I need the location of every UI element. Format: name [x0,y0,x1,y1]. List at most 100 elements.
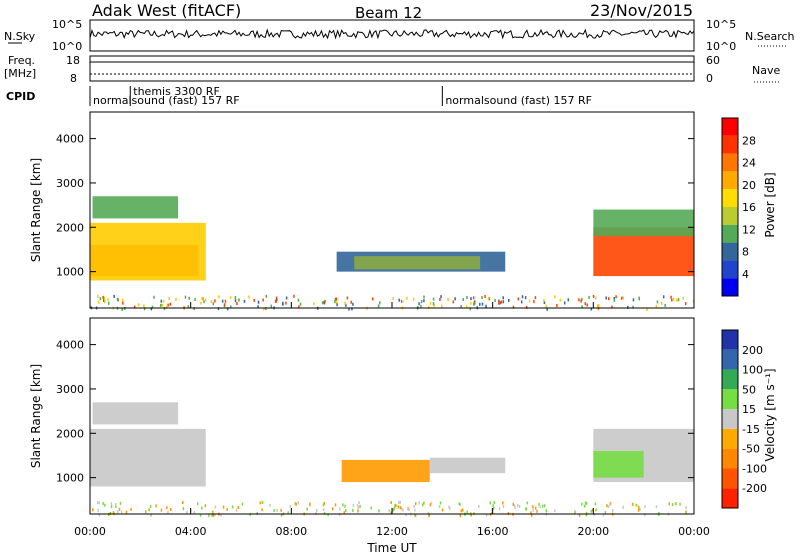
scatter-speckle [518,505,521,509]
scatter-speckle [398,501,400,505]
scatter-speckle [358,501,360,505]
scatter-region [92,402,179,425]
scatter-speckle [168,296,170,300]
scatter-speckle [676,298,678,302]
scatter-speckle [214,505,217,509]
scatter-speckle [613,298,616,302]
scatter-speckle [655,505,658,509]
scatter-speckle [502,300,505,304]
scatter-speckle [439,501,442,505]
scatter-speckle [473,302,476,306]
scatter-speckle [494,298,496,302]
scatter-speckle [229,296,232,300]
scatter-speckle [336,303,338,307]
scatter-speckle [430,501,433,505]
scatter-speckle [298,305,300,309]
scatter-speckle [113,294,115,298]
scatter-speckle [632,298,635,302]
colorbar-swatch [722,389,738,410]
scatter-speckle [352,503,355,507]
scatter-speckle [212,510,214,514]
scatter-speckle [181,501,184,505]
scatter-speckle [200,301,202,305]
scatter-speckle [554,509,556,513]
scatter-speckle [315,509,318,513]
scatter-speckle [137,303,140,307]
scatter-speckle [656,300,659,304]
scatter-region [92,196,179,219]
scatter-speckle [539,505,541,509]
scatter-speckle [472,296,475,300]
scatter-speckle [153,295,155,299]
scatter-speckle [421,503,424,507]
scatter-speckle [414,502,417,506]
scatter-speckle [580,299,582,303]
scatter-speckle [287,511,289,515]
scatter-speckle [122,301,124,305]
scatter-speckle [400,507,403,511]
power-ylabel: Slant Range [km] [29,158,43,262]
scatter-speckle [275,298,278,302]
scatter-speckle [345,303,347,307]
scatter-speckle [357,506,360,510]
nsearch-tick-top: 10^5 [706,18,736,31]
colorbar-tick-label: 24 [742,157,756,170]
colorbar-swatch [722,242,738,261]
colorbar-tick-label: -100 [742,462,767,475]
scatter-speckle [593,513,596,517]
scatter-speckle [533,300,535,304]
scatter-speckle [460,509,463,513]
scatter-speckle [261,500,264,504]
scatter-speckle [594,502,597,506]
scatter-speckle [414,508,416,512]
cpid-segment-label: normalsound (fast) 157 RF [93,94,240,107]
scatter-speckle [574,510,576,514]
scatter-speckle [356,503,359,507]
scatter-speckle [309,502,311,506]
scatter-speckle [498,299,500,303]
scatter-speckle [149,505,152,509]
colorbar-tick-label: -50 [742,443,760,456]
scatter-speckle [322,503,325,507]
scatter-speckle [196,502,199,506]
colorbar-swatch [722,448,738,469]
scatter-speckle [459,513,462,517]
scatter-speckle [221,299,224,303]
cpid-segment-label: themis 3300 RF [133,85,220,98]
scatter-speckle [581,297,583,301]
scatter-speckle [525,507,528,511]
scatter-speckle [470,513,473,517]
scatter-speckle [109,511,112,515]
scatter-speckle [352,302,354,306]
scatter-speckle [236,302,238,306]
scatter-speckle [470,297,472,301]
scatter-speckle [423,501,425,505]
scatter-speckle [98,513,101,517]
scatter-speckle [590,307,593,311]
colorbar-tick-label: 100 [742,364,763,377]
scatter-speckle [151,305,154,309]
scatter-speckle [604,511,607,515]
scatter-speckle [161,303,163,307]
scatter-speckle [167,303,169,307]
scatter-speckle [677,298,680,302]
scatter-speckle [578,513,581,517]
scatter-speckle [606,504,608,508]
scatter-speckle [165,305,168,309]
scatter-speckle [297,298,300,302]
velocity-yticks: 1000 2000 3000 4000 [56,339,694,485]
scatter-speckle [487,297,490,301]
scatter-speckle [484,295,486,299]
velocity-colorbar-label: Velocity [m s⁻¹] [763,368,777,461]
scatter-speckle [466,510,468,514]
scatter-speckle [145,510,147,514]
scatter-speckle [322,508,325,512]
scatter-speckle [344,504,346,508]
scatter-speckle [273,509,275,513]
scatter-speckle [97,508,99,512]
scatter-speckle [285,296,288,300]
scatter-speckle [470,301,472,305]
scatter-speckle [133,305,136,309]
